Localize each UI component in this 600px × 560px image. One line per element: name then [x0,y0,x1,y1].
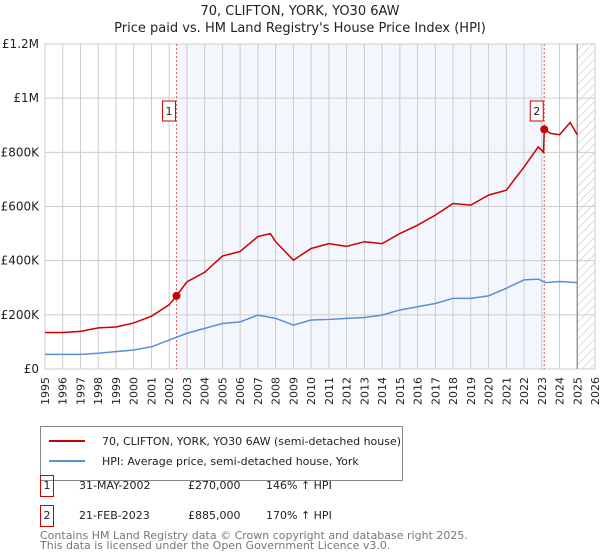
x-tick-label: 2006 [234,377,247,405]
y-tick-label: £400K [1,254,41,268]
y-tick-label: £1M [13,91,39,105]
property-price-line [45,121,578,334]
x-tick-label: 2016 [412,377,425,405]
footer-line-1: Contains HM Land Registry data © Crown c… [40,529,468,542]
sale-label: 2 [533,105,540,118]
footer: Contains HM Land Registry data © Crown c… [40,529,468,552]
x-tick-label: 2024 [554,377,567,405]
sale-hpi: 146% ↑ HPI [266,479,332,492]
sale-point [172,291,181,300]
sale-badge: 1 [40,475,54,497]
y-tick-label: £200K [1,308,41,322]
x-tick-label: 1997 [74,377,87,405]
sale-row: 1 31-MAY-2002 £270,000 146% ↑ HPI [40,475,540,497]
hpi-line [45,278,578,356]
price-chart: 1995 1996 1997 1998 1999 2000 2001 2002 2003 2004… [1,37,600,405]
x-tick-label: 2022 [518,377,531,405]
x-tick-label: 2013 [358,377,371,405]
y-tick-label: £0 [24,362,39,376]
sale-date: 21-FEB-2023 [79,509,150,522]
x-tick-label: 2012 [341,377,354,405]
sale-label: 1 [165,105,172,118]
x-tick-label: 2002 [163,377,176,405]
x-tick-label: 2015 [394,377,407,405]
x-tick-label: 2019 [465,377,478,405]
x-tick-label: 2001 [145,377,158,405]
x-tick-label: 1996 [57,377,70,405]
legend-label-hpi: HPI: Average price, semi-detached house,… [102,454,359,468]
sale-hpi: 170% ↑ HPI [266,509,332,522]
x-tick-label: 2021 [500,377,513,405]
sale-date: 31-MAY-2002 [79,479,151,492]
x-tick-label: 1995 [39,377,52,405]
x-tick-label: 1998 [92,377,105,405]
sale-label-box [161,100,176,122]
sale-badge: 2 [40,505,54,527]
x-tick-label: 2008 [270,377,283,405]
x-tick-label: 2000 [128,377,141,405]
chart-title: 70, CLIFTON, YORK, YO30 6AW [200,4,400,19]
legend: 70, CLIFTON, YORK, YO30 6AW (semi-detach… [40,426,403,481]
y-tick-label: £800K [1,145,41,159]
x-tick-label: 2025 [571,377,584,405]
x-tick-label: 2004 [199,377,212,405]
x-tick-label: 2009 [287,377,300,405]
legend-swatch-hpi [49,460,85,462]
x-tick-label: 2026 [589,377,600,405]
x-tick-label: 2005 [216,377,229,405]
sale-row: 2 21-FEB-2023 £885,000 170% ↑ HPI [40,505,540,527]
x-tick-label: 2017 [429,377,442,405]
x-tick-label: 2010 [305,377,318,405]
x-tick-label: 2007 [252,377,265,405]
x-tick-label: 2011 [323,377,336,405]
legend-swatch-property [49,440,85,442]
sale-price: £885,000 [188,509,241,522]
x-tick-label: 1999 [110,377,123,405]
footer-line-2: This data is licensed under the Open Gov… [40,539,391,552]
legend-label-property: 70, CLIFTON, YORK, YO30 6AW (semi-detach… [102,434,402,448]
sale-price: £270,000 [188,479,241,492]
chart-subtitle: Price paid vs. HM Land Registry's House … [114,21,486,36]
sale-point [540,125,549,134]
x-tick-label: 2020 [483,377,496,405]
y-tick-label: £600K [1,200,41,214]
x-tick-label: 2018 [447,377,460,405]
plot-frame [44,43,596,370]
x-tick-label: 2023 [536,377,549,405]
x-tick-label: 2003 [181,377,194,405]
sale-label-box [529,100,544,122]
x-tick-label: 2014 [376,377,389,405]
y-tick-label: £1.2M [2,37,39,51]
